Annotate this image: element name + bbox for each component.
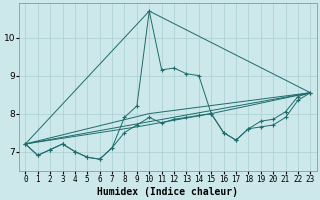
- X-axis label: Humidex (Indice chaleur): Humidex (Indice chaleur): [97, 186, 238, 197]
